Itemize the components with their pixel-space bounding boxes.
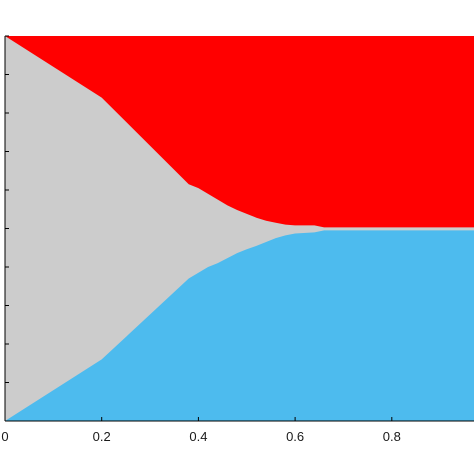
x-tick-label: 0.4 (189, 429, 207, 444)
y-axis-ticks (5, 35, 9, 422)
x-tick-label: 0.6 (286, 429, 304, 444)
x-tick-label: 0.2 (93, 429, 111, 444)
plot-regions (5, 36, 474, 421)
x-tick-label: 0 (1, 429, 8, 444)
region-red (5, 36, 474, 228)
x-tick-label: 0.8 (383, 429, 401, 444)
x-axis-ticks: 0 0.2 0.4 0.6 0.8 (1, 417, 401, 444)
region-blue (5, 230, 474, 421)
